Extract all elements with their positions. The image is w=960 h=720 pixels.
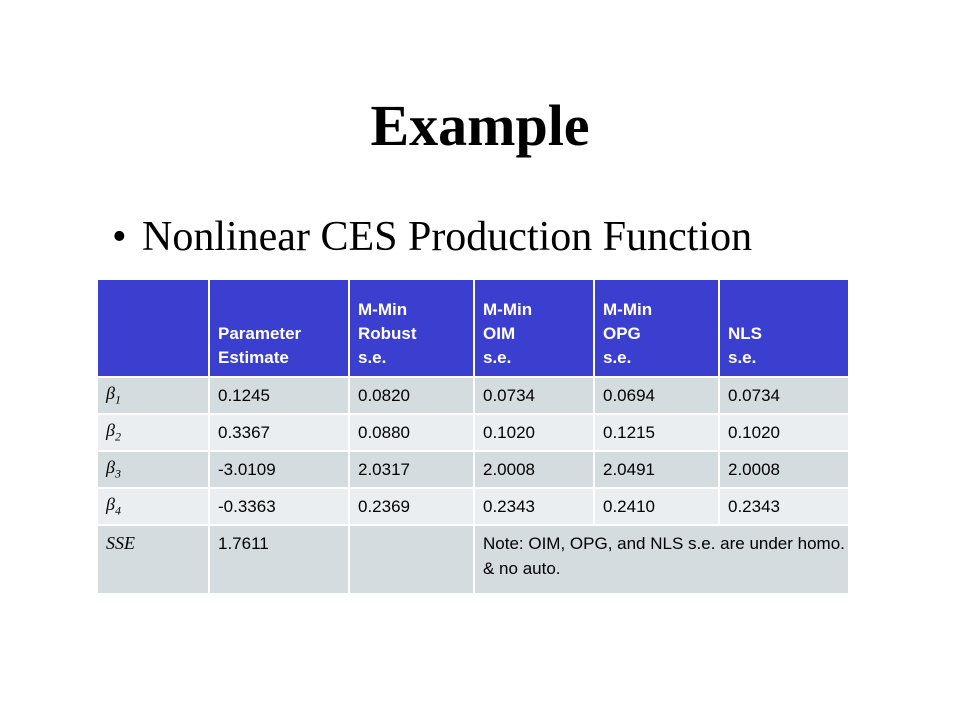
- table-cell: 0.0880: [348, 413, 475, 452]
- row-label-beta2: β2: [96, 413, 210, 452]
- table-cell: 0.3367: [208, 413, 350, 452]
- header-line: OIM: [483, 324, 516, 343]
- subscript: 3: [114, 466, 121, 481]
- header-line: M-Min: [603, 300, 653, 319]
- table-row: β2 0.3367 0.0880 0.1020 0.1215 0.1020: [96, 413, 850, 452]
- beta-symbol: β: [106, 457, 115, 478]
- table-row: β3 -3.0109 2.0317 2.0008 2.0491 2.0008: [96, 450, 850, 489]
- table-cell: 0.2343: [473, 487, 595, 526]
- table-cell: 2.0008: [473, 450, 595, 489]
- header-cell-parameter-estimate: Parameter Estimate: [208, 278, 350, 378]
- header-line: NLS: [728, 324, 762, 343]
- table-cell: 2.0008: [718, 450, 850, 489]
- sse-value: 1.7611: [208, 524, 350, 595]
- header-line: s.e.: [358, 348, 387, 367]
- table-cell: 0.0694: [593, 376, 720, 415]
- table-cell: 0.0734: [473, 376, 595, 415]
- header-line: OPG: [603, 324, 641, 343]
- estimates-table: Parameter Estimate M-Min Robust s.e. M-M…: [96, 278, 850, 595]
- header-cell-mmin-opg: M-Min OPG s.e.: [593, 278, 720, 378]
- header-line: s.e.: [603, 348, 632, 367]
- header-cell-mmin-oim: M-Min OIM s.e.: [473, 278, 595, 378]
- table-cell: 0.1020: [718, 413, 850, 452]
- header-cell-mmin-robust: M-Min Robust s.e.: [348, 278, 475, 378]
- header-cell-nls: NLS s.e.: [718, 278, 850, 378]
- table-header-row: Parameter Estimate M-Min Robust s.e. M-M…: [96, 278, 850, 378]
- header-line: s.e.: [728, 348, 757, 367]
- table-row: β4 -0.3363 0.2369 0.2343 0.2410 0.2343: [96, 487, 850, 526]
- slide-title: Example: [370, 93, 590, 158]
- subscript: 2: [114, 429, 121, 444]
- table-cell: 0.2343: [718, 487, 850, 526]
- beta-symbol: β: [106, 383, 115, 404]
- beta-symbol: β: [106, 420, 115, 441]
- row-label-beta3: β3: [96, 450, 210, 489]
- bullet-text: Nonlinear CES Production Function: [142, 214, 753, 260]
- header-line: Estimate: [218, 348, 289, 367]
- subscript: 1: [114, 392, 121, 407]
- subscript: 4: [114, 503, 121, 518]
- beta-symbol: β: [106, 494, 115, 515]
- table-cell: 2.0491: [593, 450, 720, 489]
- table-cell: 0.0734: [718, 376, 850, 415]
- table-cell: 0.0820: [348, 376, 475, 415]
- row-label-beta4: β4: [96, 487, 210, 526]
- table-note: Note: OIM, OPG, and NLS s.e. are under h…: [473, 524, 850, 595]
- row-label-sse: SSE: [96, 524, 210, 595]
- sse-label: SSE: [106, 533, 135, 553]
- bullet-marker: •: [112, 214, 127, 260]
- header-cell-blank: [96, 278, 210, 378]
- table-cell: 0.1245: [208, 376, 350, 415]
- table-cell: 0.2410: [593, 487, 720, 526]
- table-cell: 2.0317: [348, 450, 475, 489]
- table-row: β1 0.1245 0.0820 0.0734 0.0694 0.0734: [96, 376, 850, 415]
- table-cell: -3.0109: [208, 450, 350, 489]
- header-line: M-Min: [358, 300, 408, 319]
- header-line: s.e.: [483, 348, 512, 367]
- header-line: Parameter: [218, 324, 302, 343]
- header-line: Robust: [358, 324, 417, 343]
- row-label-beta1: β1: [96, 376, 210, 415]
- table-cell: 0.2369: [348, 487, 475, 526]
- bullet-item: • Nonlinear CES Production Function: [112, 213, 752, 261]
- sse-blank-cell: [348, 524, 475, 595]
- table-cell: 0.1215: [593, 413, 720, 452]
- table-row-sse: SSE 1.7611 Note: OIM, OPG, and NLS s.e. …: [96, 524, 850, 595]
- header-line: M-Min: [483, 300, 533, 319]
- table-cell: -0.3363: [208, 487, 350, 526]
- table-cell: 0.1020: [473, 413, 595, 452]
